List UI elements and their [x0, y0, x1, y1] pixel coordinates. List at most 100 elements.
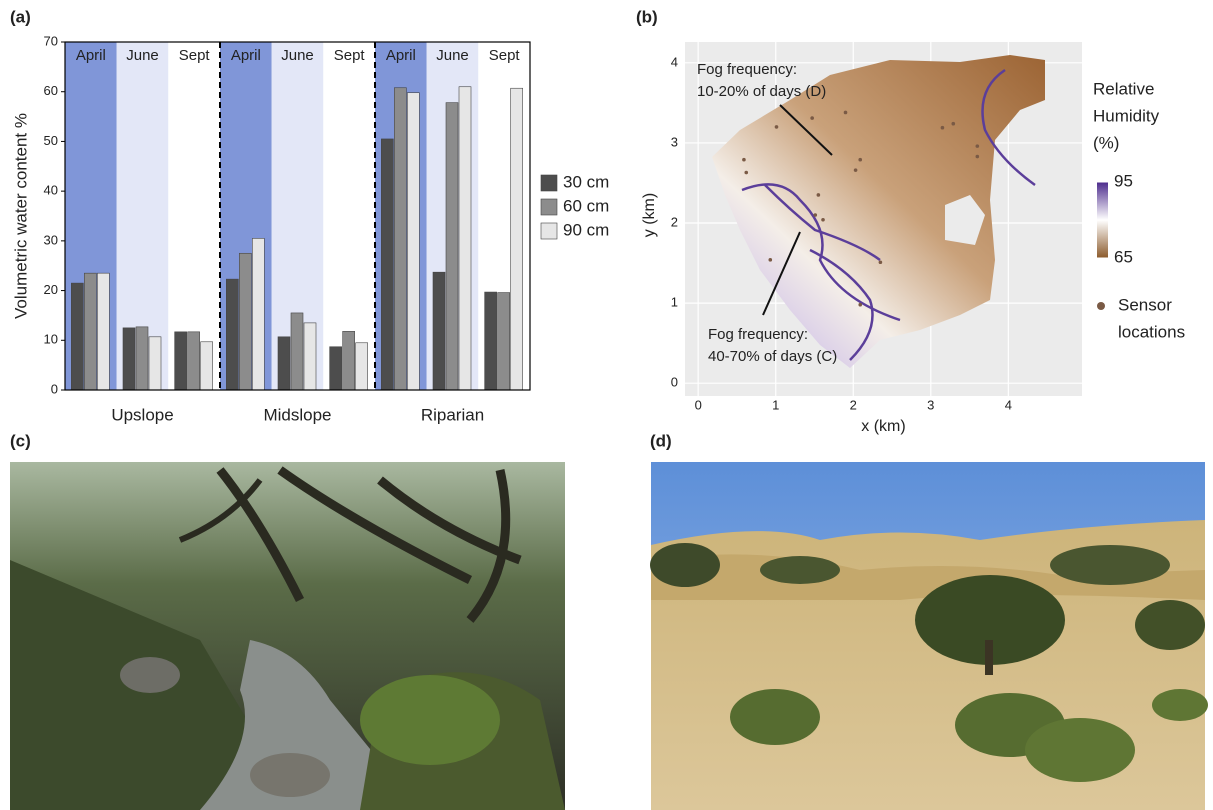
bar: [342, 331, 355, 391]
group-label: Upslope: [111, 405, 173, 424]
bar: [226, 278, 239, 391]
sensor: [810, 116, 814, 120]
sensor: [816, 193, 821, 197]
sensor: [768, 258, 773, 262]
sensor: [813, 213, 818, 217]
bar: [187, 331, 200, 391]
panel-label: (a): [10, 7, 31, 26]
month-label: Sept: [334, 47, 366, 64]
y-tick-label: 20: [44, 282, 58, 297]
x-tick-label: 3: [927, 397, 934, 412]
x-tick-label: 4: [1005, 397, 1012, 412]
sensor: [821, 218, 825, 222]
bar: [432, 271, 446, 391]
bar: [381, 138, 394, 391]
panel-label: (d): [650, 431, 672, 450]
bar: [122, 327, 136, 391]
month-label: April: [231, 47, 261, 64]
colorbar-title: Relative: [1093, 79, 1154, 98]
ridge: [981, 68, 1036, 187]
colorbar-title: Humidity: [1093, 106, 1160, 125]
bar: [84, 272, 97, 391]
y-tick-label: 50: [44, 133, 58, 148]
annotation-line: [762, 231, 801, 316]
bar: [510, 87, 523, 391]
terrain: [712, 55, 1045, 368]
sensor: [975, 144, 980, 148]
annotation-line: [779, 104, 833, 156]
colorbar-tick-label: 65: [1114, 247, 1133, 266]
sensor: [940, 125, 945, 130]
y-tick-label: 0: [671, 375, 678, 390]
colorbar: [1097, 182, 1108, 258]
y-tick-label: 0: [51, 381, 58, 396]
sensor: [858, 302, 863, 307]
ridge: [809, 248, 874, 361]
panel-label: (c): [10, 431, 31, 450]
annotation: 40-70% of days (C): [708, 348, 837, 365]
bar: [277, 336, 291, 391]
legend-label: 30 cm: [563, 172, 609, 191]
annotation: Fog frequency:: [708, 326, 808, 343]
group-label: Riparian: [421, 405, 484, 424]
x-tick-label: 1: [772, 397, 779, 412]
sensor: [858, 157, 863, 162]
y-axis-label: y (km): [641, 193, 658, 237]
y-tick-label: 60: [44, 83, 58, 98]
y-tick-label: 70: [44, 33, 58, 48]
x-tick-label: 0: [695, 397, 702, 412]
bar: [252, 238, 265, 391]
sensor: [853, 168, 858, 172]
y-tick-label: 1: [671, 295, 678, 310]
bar: [174, 331, 187, 391]
y-tick-label: 2: [671, 214, 678, 229]
month-label: Sept: [179, 47, 211, 64]
month-label: June: [126, 47, 159, 64]
bar: [148, 336, 162, 391]
month-label: April: [386, 47, 416, 64]
bar: [407, 92, 420, 391]
ridge: [764, 184, 881, 262]
bar: [290, 312, 304, 391]
bar: [497, 292, 510, 391]
legend-swatch: [540, 174, 558, 192]
y-tick-label: 40: [44, 183, 58, 198]
bar: [484, 291, 497, 391]
sensor: [843, 110, 848, 115]
y-tick-label: 3: [671, 134, 678, 149]
legend-label: 90 cm: [563, 220, 609, 239]
annotation: Fog frequency:: [697, 61, 797, 78]
bar: [303, 322, 317, 391]
bar: [97, 272, 110, 391]
sensor: [742, 157, 746, 162]
bar: [135, 326, 149, 391]
y-tick-label: 30: [44, 232, 58, 247]
colorbar-title: (%): [1093, 133, 1119, 152]
y-tick-label: 10: [44, 332, 58, 347]
legend-label: 60 cm: [563, 196, 609, 215]
sensor: [975, 154, 980, 159]
sensor: [744, 170, 749, 175]
sensor: [878, 260, 883, 265]
photo-creek: [10, 462, 565, 810]
bar: [329, 346, 342, 391]
annotation: 10-20% of days (D): [697, 83, 826, 100]
bar: [458, 86, 472, 391]
legend-marker: [1097, 302, 1105, 310]
bar: [71, 282, 84, 391]
legend-swatch: [540, 222, 558, 240]
bar: [394, 87, 407, 391]
photo-grassland: [650, 462, 1208, 810]
group-label: Midslope: [263, 405, 331, 424]
month-label: June: [436, 47, 469, 64]
bar: [200, 341, 213, 391]
colorbar-tick-label: 95: [1114, 171, 1133, 190]
month-label: June: [281, 47, 314, 64]
sensor: [951, 121, 956, 126]
month-label: April: [76, 47, 106, 64]
bar: [239, 252, 252, 391]
legend-swatch: [540, 198, 558, 216]
x-axis-label: x (km): [861, 418, 905, 435]
x-tick-label: 2: [850, 397, 857, 412]
